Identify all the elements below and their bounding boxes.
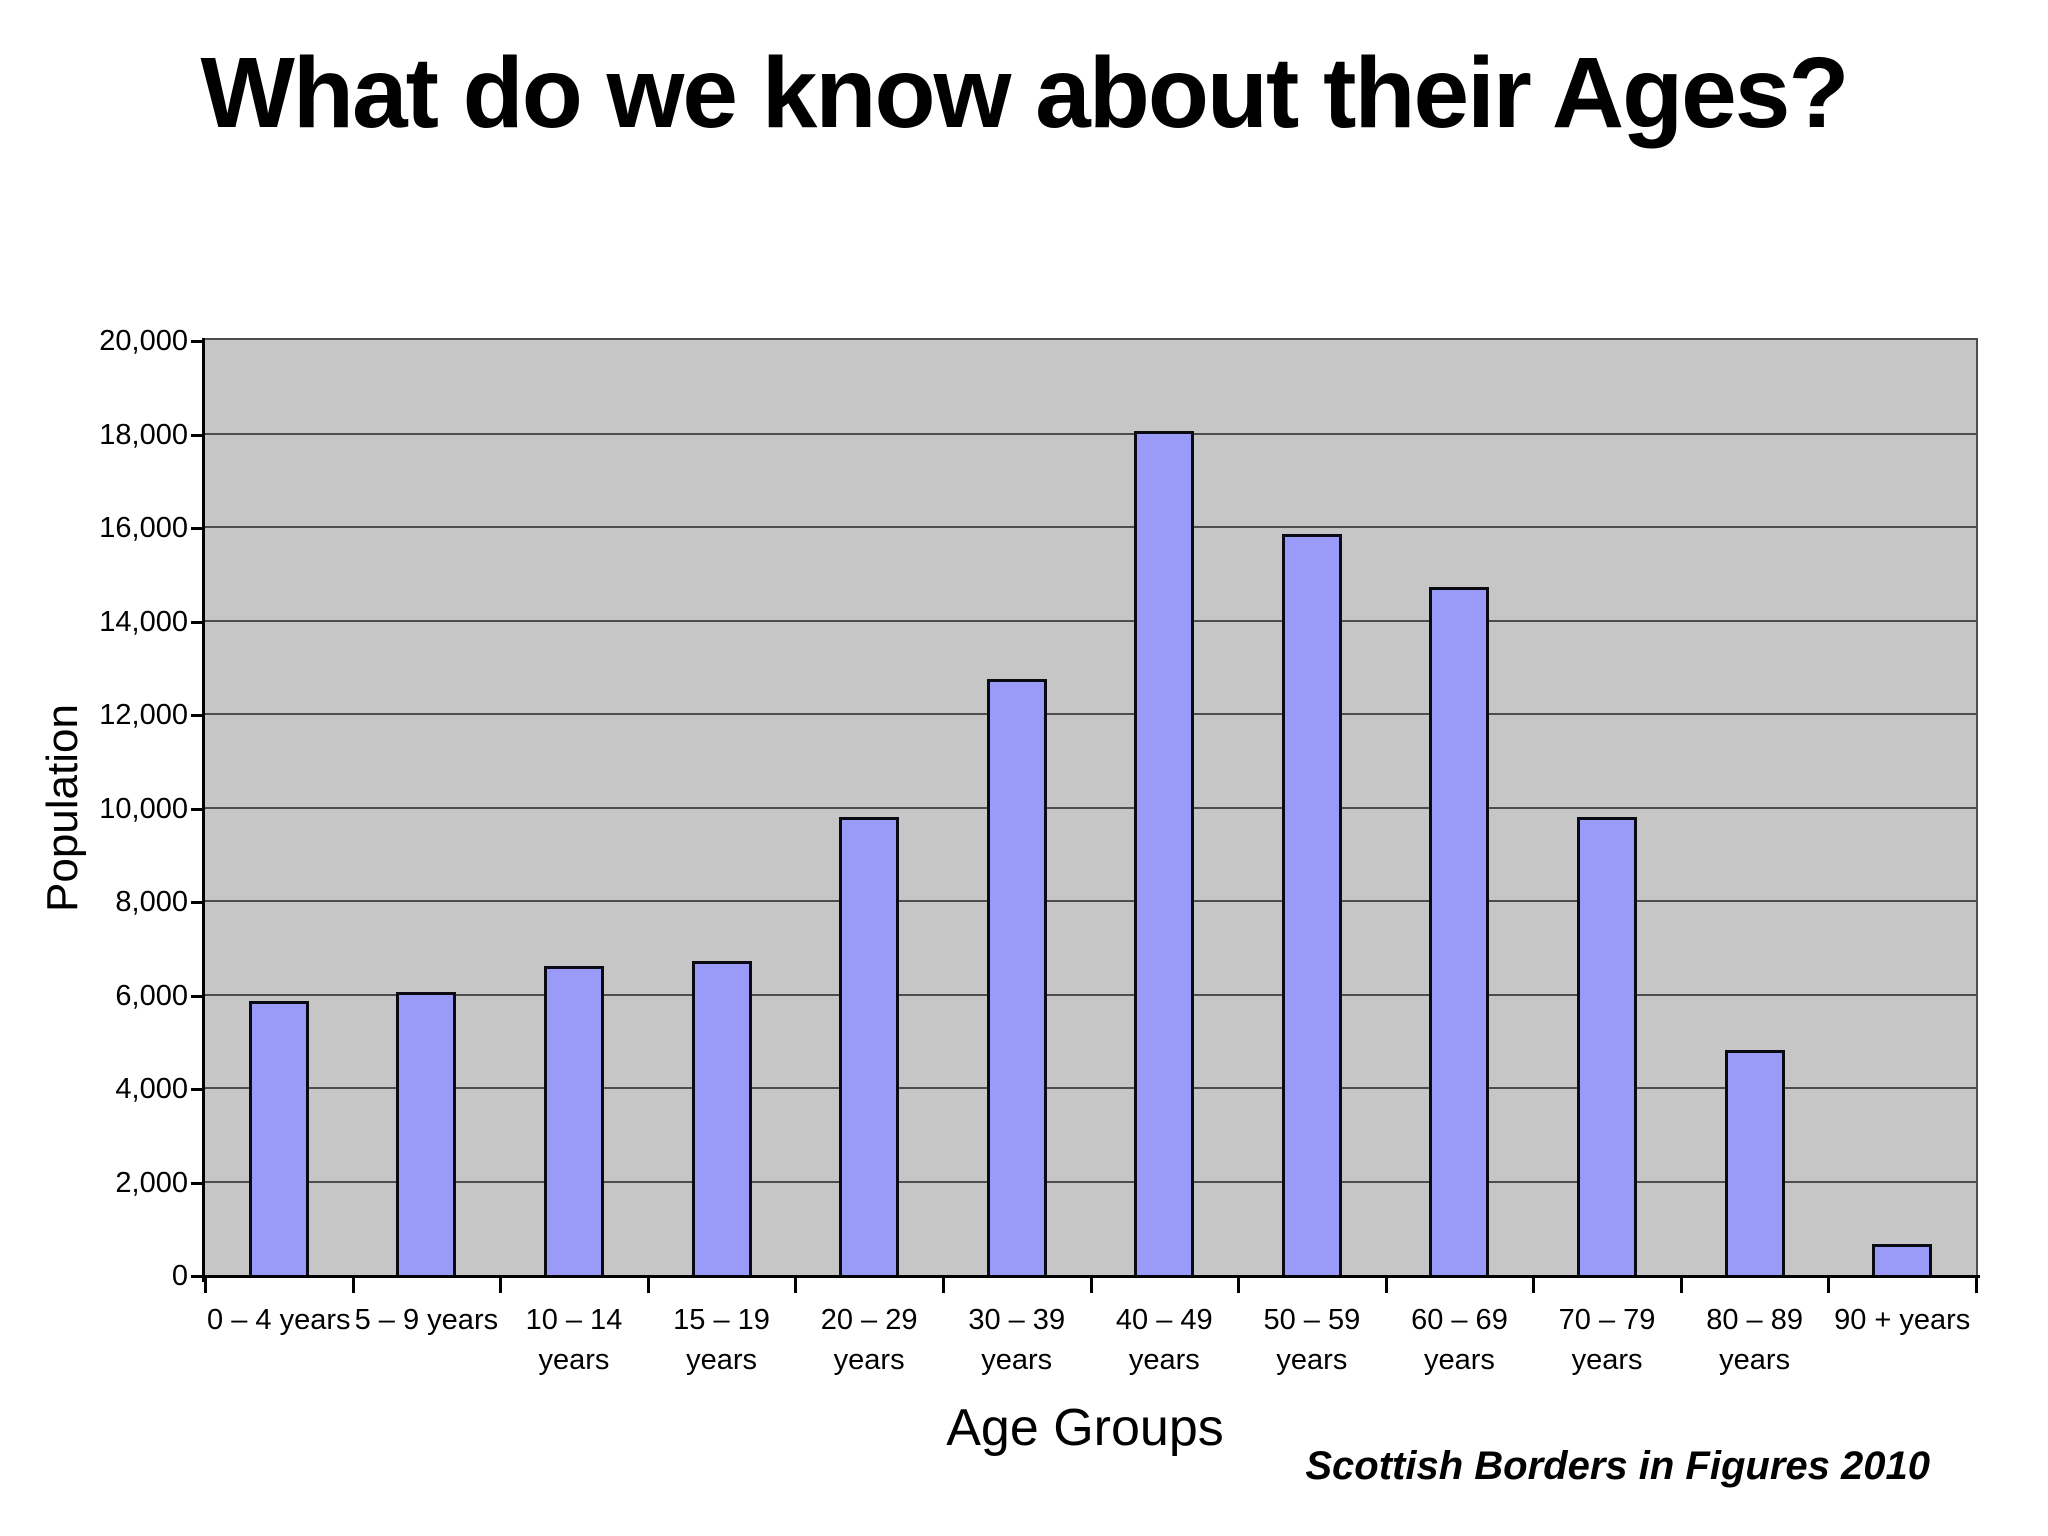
plot-area bbox=[205, 338, 1978, 1277]
bar-20 – 29 years bbox=[839, 816, 900, 1277]
x-tick-label-40 – 49 years: 40 – 49 years bbox=[1091, 1300, 1239, 1380]
gridline-4,000 bbox=[205, 1087, 1976, 1089]
bar-80 – 89 years bbox=[1724, 1050, 1785, 1277]
x-tick-label-line: 80 – 89 bbox=[1706, 1304, 1803, 1336]
y-tick-8,000 bbox=[191, 901, 204, 904]
bar-30 – 39 years bbox=[986, 678, 1047, 1277]
x-tick-boundary-10 bbox=[1679, 1278, 1683, 1293]
x-axis-title: Age Groups bbox=[946, 1399, 1224, 1457]
y-tick-label-4,000: 4,000 bbox=[115, 1073, 188, 1105]
x-tick-label-line: years bbox=[538, 1344, 610, 1376]
bar-5 – 9 years bbox=[396, 991, 457, 1277]
y-tick-6,000 bbox=[191, 994, 204, 998]
y-tick-0 bbox=[191, 1275, 204, 1278]
gridline-10,000 bbox=[205, 806, 1976, 809]
x-tick-boundary-5 bbox=[941, 1278, 945, 1293]
x-tick-label-line: years bbox=[1423, 1344, 1495, 1376]
bar-40 – 49 years bbox=[1134, 430, 1195, 1277]
chart-title: What do we know about their Ages? bbox=[200, 37, 1850, 149]
x-tick-boundary-7 bbox=[1237, 1278, 1241, 1293]
x-tick-label-line: years bbox=[1571, 1344, 1643, 1376]
x-tick-label-line: years bbox=[981, 1344, 1053, 1376]
gridline-12,000 bbox=[205, 713, 1976, 715]
x-tick-label-5 – 9 years: 5 – 9 years bbox=[354, 1304, 499, 1336]
x-axis-line bbox=[193, 1275, 1980, 1278]
gridline-8,000 bbox=[205, 900, 1976, 902]
x-tick-label-70 – 79 years: 70 – 79 years bbox=[1533, 1300, 1681, 1380]
x-tick-label-30 – 39 years: 30 – 39 years bbox=[943, 1300, 1091, 1380]
y-tick-label-8,000: 8,000 bbox=[115, 886, 188, 918]
x-tick-label-90 + years: 90 + years bbox=[1834, 1304, 1971, 1336]
y-tick-label-18,000: 18,000 bbox=[99, 418, 188, 451]
y-tick-label-12,000: 12,000 bbox=[99, 699, 188, 731]
x-tick-boundary-3 bbox=[646, 1278, 650, 1293]
x-tick-label-line: 50 – 59 bbox=[1263, 1304, 1361, 1336]
x-tick-boundary-11 bbox=[1827, 1278, 1831, 1293]
x-tick-boundary-12 bbox=[1975, 1278, 1978, 1293]
bar-70 – 79 years bbox=[1577, 816, 1638, 1277]
x-tick-label-10 – 14 years: 10 – 14 years bbox=[500, 1300, 648, 1380]
x-tick-label-15 – 19 years: 15 – 19 years bbox=[648, 1300, 796, 1380]
x-tick-label-line: 10 – 14 bbox=[525, 1304, 623, 1336]
y-tick-label-2,000: 2,000 bbox=[115, 1166, 188, 1199]
y-tick-label-6,000: 6,000 bbox=[115, 979, 188, 1012]
x-tick-label-line: years bbox=[1276, 1344, 1348, 1376]
bar-60 – 69 years bbox=[1429, 587, 1490, 1277]
gridline-6,000 bbox=[205, 993, 1976, 996]
gridline-14,000 bbox=[205, 619, 1976, 622]
y-tick-20,000 bbox=[191, 340, 204, 343]
x-tick-label-80 – 89 years: 80 – 89 years bbox=[1681, 1300, 1829, 1380]
bar-0 – 4 years bbox=[248, 1001, 309, 1277]
y-tick-label-20,000: 20,000 bbox=[99, 325, 188, 357]
y-tick-label-0: 0 bbox=[171, 1260, 188, 1292]
y-tick-label-16,000: 16,000 bbox=[99, 512, 188, 544]
x-tick-label-0 – 4 years: 0 – 4 years bbox=[207, 1304, 351, 1336]
y-tick-2,000 bbox=[191, 1181, 204, 1185]
x-tick-boundary-2 bbox=[499, 1278, 503, 1293]
bar-10 – 14 years bbox=[543, 966, 604, 1277]
x-tick-boundary-0 bbox=[204, 1278, 207, 1293]
x-tick-label-line: 15 – 19 bbox=[673, 1304, 770, 1336]
x-tick-label-line: 30 – 39 bbox=[968, 1304, 1066, 1336]
x-tick-label-line: 40 – 49 bbox=[1115, 1304, 1213, 1336]
y-tick-label-10,000: 10,000 bbox=[99, 792, 188, 825]
x-tick-label-50 – 59 years: 50 – 59 years bbox=[1238, 1300, 1386, 1380]
x-axis-tick-labels: 0 – 4 years 5 – 9 years 10 – 14 years 15 – 1… bbox=[205, 1300, 1976, 1390]
x-tick-label-line: 70 – 79 bbox=[1558, 1304, 1656, 1336]
gridline-2,000 bbox=[205, 1180, 1976, 1183]
x-tick-label-line: years bbox=[1719, 1344, 1791, 1376]
x-tick-boundary-8 bbox=[1384, 1278, 1388, 1293]
y-tick-12,000 bbox=[191, 714, 204, 717]
x-tick-boundary-6 bbox=[1089, 1278, 1093, 1293]
y-tick-10,000 bbox=[191, 807, 204, 811]
bar-90 + years bbox=[1872, 1244, 1933, 1277]
x-tick-label-line: 60 – 69 bbox=[1411, 1304, 1508, 1336]
x-tick-label-line: years bbox=[833, 1344, 905, 1376]
gridline-16,000 bbox=[205, 526, 1976, 528]
x-tick-label-60 – 69 years: 60 – 69 years bbox=[1386, 1300, 1534, 1380]
x-tick-boundary-1 bbox=[351, 1278, 355, 1293]
x-tick-boundary-4 bbox=[794, 1278, 798, 1293]
y-tick-4,000 bbox=[191, 1088, 204, 1091]
y-tick-14,000 bbox=[191, 620, 204, 624]
x-tick-label-line: years bbox=[1128, 1344, 1200, 1376]
bar-15 – 19 years bbox=[691, 961, 752, 1277]
x-tick-boundary-9 bbox=[1532, 1278, 1536, 1293]
bar-50 – 59 years bbox=[1281, 533, 1342, 1277]
y-tick-label-14,000: 14,000 bbox=[99, 605, 188, 638]
gridline-18,000 bbox=[205, 432, 1976, 435]
x-tick-label-line: 20 – 29 bbox=[820, 1304, 918, 1336]
y-tick-16,000 bbox=[191, 527, 204, 530]
source-note: Scottish Borders in Figures 2010 bbox=[1305, 1444, 1930, 1488]
x-tick-label-20 – 29 years: 20 – 29 years bbox=[795, 1300, 943, 1380]
x-tick-label-line: years bbox=[686, 1344, 757, 1376]
y-tick-18,000 bbox=[191, 433, 204, 437]
